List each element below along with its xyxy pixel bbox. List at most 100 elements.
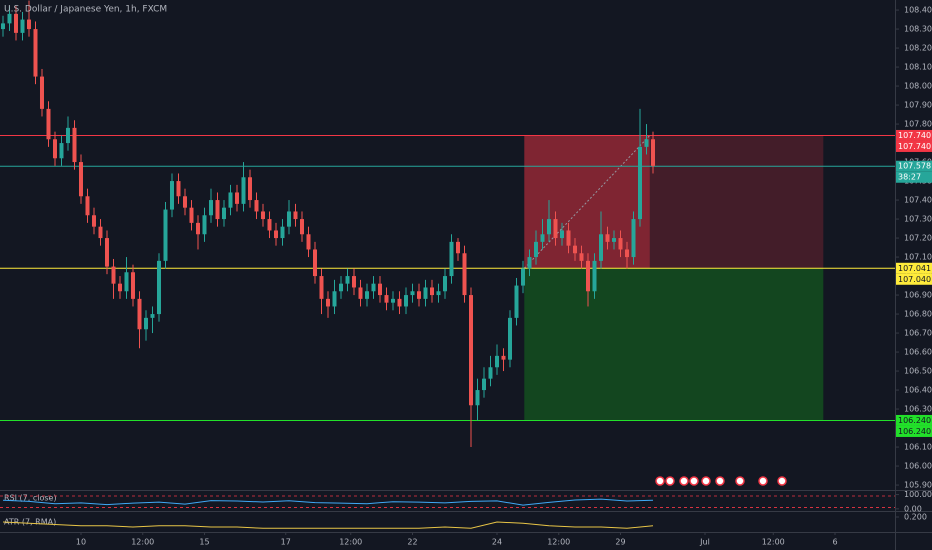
candle-body [494,355,499,368]
candle-body [423,287,428,299]
candle-body [442,276,447,292]
candle-body [462,253,467,296]
candle-body [260,211,265,220]
candle-body [59,143,64,159]
candle-body [403,295,408,307]
atr-tick-label: 0.200 [904,513,927,522]
y-tick-label: 106.900 [904,291,932,300]
stop-zone-active [524,135,650,269]
event-icon [758,476,768,486]
candle-body [13,13,18,33]
candle-body [98,226,103,239]
event-icon [715,476,725,486]
price-label: 107.578 [898,162,931,171]
candle-body [7,13,12,24]
candle-body [189,207,194,223]
y-tick-label: 108.400 [904,6,932,15]
price-label-box [896,273,932,285]
candle-body [26,19,31,30]
event-icon [701,476,711,486]
y-tick-label: 107.900 [904,101,932,110]
candle-body [137,298,142,330]
position-path [523,135,651,269]
price-label: 106.240 [898,427,931,436]
x-tick-label: 29 [615,538,625,547]
candle-body [325,298,330,307]
price-label: 107.040 [898,275,931,284]
candle-body [143,317,148,330]
x-tick-label: 6 [832,538,837,547]
event-icon [689,476,699,486]
y-tick-label: 106.800 [904,310,932,319]
candle-body [579,253,584,261]
position-layer [0,134,895,421]
candle-body [345,276,350,284]
event-icon [735,476,745,486]
y-tick-label: 106.600 [904,348,932,357]
candle-body [163,209,168,261]
candle-body [475,390,480,406]
candle-body [150,314,155,318]
event-icons [655,476,787,486]
rsi-tick-label: 100.00 [904,490,932,499]
candle-body [520,268,525,286]
marks-layer [0,0,656,448]
candle-body [280,226,285,239]
candle-body [546,219,551,235]
chart-title: U.S. Dollar / Japanese Yen, 1h, FXCM [4,5,167,15]
candle-body [85,196,90,216]
candle-body [449,241,454,277]
candle-body [501,355,506,360]
y-tick-label: 108.000 [904,82,932,91]
candle-body [599,234,604,261]
candle-body [507,317,512,360]
candle-body [488,367,493,379]
candle-body [585,260,590,292]
price-label: 38:27 [898,173,921,182]
candle-body [39,76,44,109]
candle-body [384,295,389,303]
candle-body [514,285,519,318]
y-tick-label: 106.400 [904,386,932,395]
candle-body [559,230,564,239]
candle-body [52,139,57,159]
candle-body [410,291,415,296]
candle-body [241,177,246,204]
price-label-box [896,129,932,141]
candle-body [319,276,324,299]
event-icon [777,476,787,486]
candle-body [592,260,597,292]
y-tick-label: 106.000 [904,462,932,471]
candle-body [169,181,174,210]
x-tick-label: 12:00 [131,538,154,547]
candle-body [202,215,207,235]
candle-body [130,272,135,299]
candle-body [455,241,460,254]
rsi-label: RSI (7, close) [4,494,57,503]
y-tick-label: 107.100 [904,253,932,262]
price-label: 107.740 [898,131,931,140]
y-tick-label: 107.200 [904,234,932,243]
candle-body [436,291,441,296]
price-label: 106.240 [898,416,931,425]
candle-body [234,192,239,204]
price-label: 107.041 [898,264,931,273]
candle-body [46,108,51,140]
x-tick-label: 22 [407,538,417,547]
candle-body [20,19,25,33]
candle-body [397,298,402,307]
candle-body [377,283,382,296]
rsi-line [2,498,654,506]
candle-body [286,211,291,227]
candle-body [338,283,343,292]
candle-body [208,200,213,216]
candle-body [351,276,356,288]
y-tick-label: 108.200 [904,44,932,53]
x-tick-label: 12:00 [762,538,785,547]
candle-body [72,127,77,163]
candle-body [195,222,200,235]
event-icon [655,476,665,486]
candle-body [481,378,486,391]
candle-body [221,207,226,220]
